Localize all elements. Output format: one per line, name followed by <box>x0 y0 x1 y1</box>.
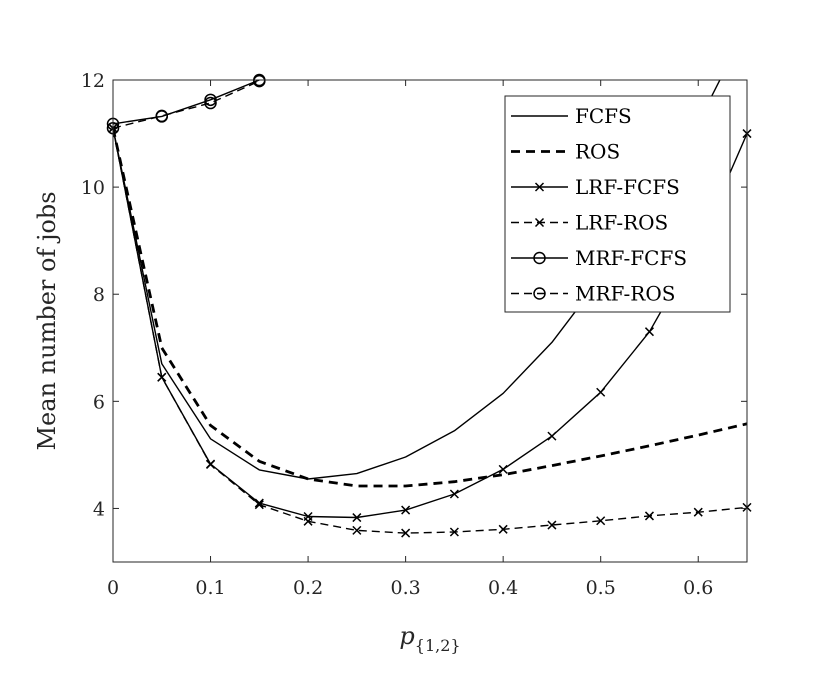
legend-label-mrf-fcfs: MRF-FCFS <box>575 246 687 270</box>
x-tick-label: 0 <box>107 577 119 599</box>
y-tick-label: 10 <box>81 177 105 199</box>
legend-item-lrf-ros: LRF-ROS <box>511 211 668 235</box>
data-point-mrf-fcfs <box>204 93 217 107</box>
series-line-lrf-ros <box>113 128 747 534</box>
data-point-lrf-fcfs <box>449 489 459 499</box>
data-point-lrf-ros <box>157 372 167 382</box>
series-line-mrf-fcfs <box>113 80 260 125</box>
data-point-lrf-ros <box>401 528 411 538</box>
data-point-lrf-fcfs <box>254 498 264 508</box>
legend-item-mrf-fcfs: MRF-FCFS <box>511 246 687 270</box>
data-point-lrf-fcfs <box>596 387 606 397</box>
data-point-lrf-ros <box>693 507 703 517</box>
data-point-lrf-ros <box>547 520 557 530</box>
x-tick-label: 0.2 <box>293 577 323 599</box>
data-point-lrf-fcfs <box>352 513 362 523</box>
x-axis-title-subscript: {1,2} <box>415 636 461 655</box>
x-tick-label: 0.1 <box>195 577 225 599</box>
legend-marker-lrf-fcfs <box>534 182 545 192</box>
x-tick-label: 0.5 <box>586 577 616 599</box>
x-axis: 0 0.1 0.2 0.3 0.4 0.5 0.6 <box>107 80 713 599</box>
y-tick-label: 4 <box>93 498 105 520</box>
legend-item-ros: ROS <box>511 140 620 164</box>
y-axis: 4 6 8 10 12 <box>81 70 747 520</box>
y-tick-label: 12 <box>81 70 105 92</box>
x-tick-label: 0.3 <box>391 577 421 599</box>
data-point-lrf-ros <box>206 459 216 470</box>
data-point-lrf-fcfs <box>644 327 654 337</box>
data-point-lrf-ros <box>303 516 313 526</box>
legend-label-lrf-fcfs: LRF-FCFS <box>575 175 680 199</box>
data-point-lrf-ros <box>254 500 264 510</box>
data-point-lrf-ros <box>498 524 508 534</box>
y-tick-label: 6 <box>93 391 105 413</box>
y-tick-label: 8 <box>93 284 105 306</box>
y-axis-title: Mean number of jobs <box>33 191 61 450</box>
series-line-ros <box>113 127 747 488</box>
legend-label-fcfs: FCFS <box>575 104 632 128</box>
legend-label-mrf-ros: MRF-ROS <box>575 282 675 306</box>
data-point-lrf-ros <box>596 516 606 526</box>
data-point-mrf-ros <box>155 109 169 123</box>
legend: FCFS ROS LRF-FCFS LRF-ROS MRF-FCFS MRF-ROS <box>504 95 731 313</box>
data-point-mrf-ros <box>253 74 266 88</box>
marker-layer <box>106 73 752 538</box>
data-point-lrf-fcfs <box>547 431 557 441</box>
legend-marker-mrf-fcfs <box>533 251 546 265</box>
legend-item-fcfs: FCFS <box>511 104 632 128</box>
legend-label-ros: ROS <box>575 140 620 164</box>
legend-item-mrf-ros: MRF-ROS <box>511 282 675 306</box>
legend-marker-lrf-ros <box>534 217 545 228</box>
x-axis-title: p{1,2} <box>399 622 460 655</box>
data-point-mrf-ros <box>204 96 217 110</box>
legend-marker-mrf-ros <box>533 287 546 300</box>
series-line-lrf-fcfs <box>113 128 747 519</box>
data-point-lrf-ros <box>449 527 459 537</box>
legend-label-lrf-ros: LRF-ROS <box>575 211 668 235</box>
legend-item-lrf-fcfs: LRF-FCFS <box>511 175 680 199</box>
data-point-lrf-ros <box>644 511 654 521</box>
x-tick-label: 0.4 <box>488 577 518 599</box>
data-point-lrf-fcfs <box>498 464 508 474</box>
data-point-lrf-fcfs <box>401 505 411 515</box>
plot-frame <box>112 79 748 563</box>
data-point-lrf-ros <box>352 525 362 535</box>
legend-box <box>504 95 731 313</box>
x-tick-label: 0.6 <box>683 577 713 599</box>
